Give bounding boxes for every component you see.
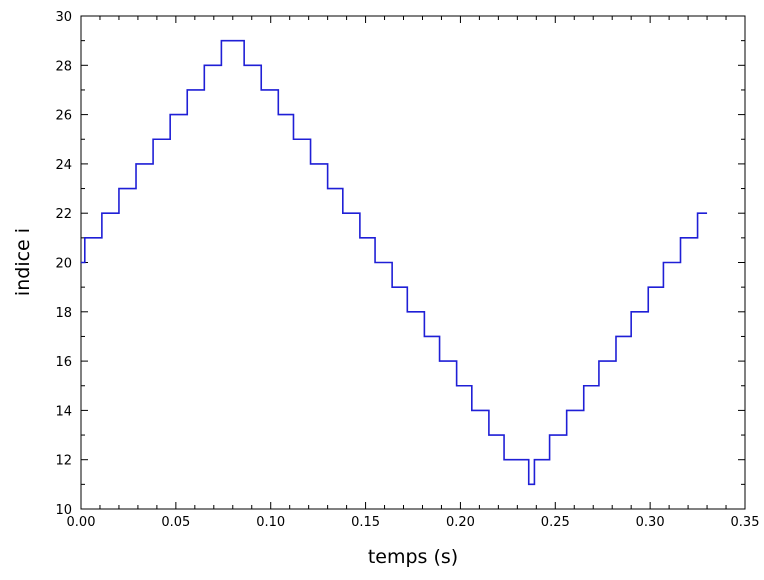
y-tick-label: 18 [55,306,72,321]
y-axis-label: indice i [12,228,34,296]
y-tick-label: 20 [55,257,72,272]
x-tick-label: 0.25 [541,515,570,530]
y-tick-label: 26 [55,109,72,124]
x-tick-label: 0.05 [161,515,190,530]
y-tick-label: 28 [55,59,72,74]
x-tick-label: 0.15 [351,515,380,530]
y-tick-label: 12 [55,454,72,469]
x-tick-label: 0.20 [446,515,475,530]
plot-frame [80,15,746,510]
y-tick-label: 22 [55,207,72,222]
series-line [81,39,708,486]
y-tick-label: 10 [55,503,72,518]
y-tick-label: 30 [55,10,72,25]
x-tick-label: 0.35 [731,515,760,530]
x-tick-label: 0.30 [636,515,665,530]
y-tick-label: 14 [55,404,72,419]
y-tick-label: 24 [55,158,72,173]
y-tick-label: 16 [55,355,72,370]
x-tick-label: 0.00 [67,515,96,530]
x-axis-label: temps (s) [368,546,458,568]
x-tick-label: 0.10 [256,515,285,530]
